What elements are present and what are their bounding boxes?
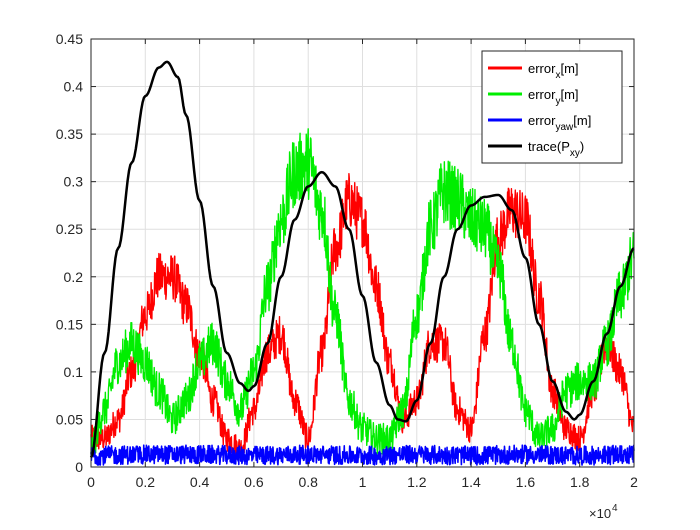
- x-tick-label: 0.2: [136, 474, 156, 490]
- legend-label-subscript: x: [555, 70, 560, 81]
- x-exponent-base: ×10: [589, 506, 611, 521]
- legend-label-error-x: errorx[m]: [528, 61, 579, 81]
- y-tick-label: 0.4: [64, 79, 84, 95]
- legend-label-base: error: [528, 113, 556, 128]
- y-tick-label: 0.1: [64, 364, 84, 380]
- y-tick-label: 0.35: [56, 126, 83, 142]
- axis-ticks: 0 0.2 0.4 0.6 0.8 1 1.2 1.4 1.6 1.8 2 0 0.05 0.1 0.15 0…: [56, 31, 638, 490]
- series-line-trace-pxy: [89, 60, 635, 459]
- x-tick-label: 2: [630, 474, 638, 490]
- series-line-error-x: [90, 172, 635, 461]
- legend-label-suffix: [m]: [560, 61, 578, 76]
- x-axis-exponent-label: ×10 4: [589, 503, 618, 521]
- legend-label-suffix: [m]: [573, 113, 591, 128]
- legend-label-suffix: ): [580, 139, 584, 154]
- y-tick-label: 0.15: [56, 316, 83, 332]
- legend-label-base: error: [528, 87, 556, 102]
- y-tick-label: 0.25: [56, 221, 83, 237]
- x-exponent-power: 4: [612, 503, 618, 514]
- legend: errorx[m]errory[m]erroryaw[m]trace(Pxy): [481, 50, 623, 164]
- series-line-error-y: [90, 128, 635, 455]
- legend-box: [481, 50, 623, 164]
- x-tick-label: 0.8: [298, 474, 318, 490]
- x-tick-label: 1.2: [407, 474, 427, 490]
- y-tick-label: 0.2: [64, 269, 84, 285]
- x-tick-label: 0.4: [190, 474, 210, 490]
- legend-entry-error-yaw: erroryaw[m]: [488, 113, 591, 133]
- legend-entry-error-x: errorx[m]: [488, 61, 579, 81]
- y-tick-label: 0.3: [64, 174, 84, 190]
- x-tick-label: 0: [87, 474, 95, 490]
- legend-label-subscript: yaw: [555, 122, 574, 133]
- legend-label-base: error: [528, 61, 556, 76]
- legend-entry-trace-pxy: trace(Pxy): [488, 139, 584, 159]
- legend-label-trace-pxy: trace(Pxy): [528, 139, 584, 159]
- y-tick-label: 0: [75, 459, 83, 475]
- x-tick-label: 1.4: [461, 474, 481, 490]
- legend-entry-error-y: errory[m]: [488, 87, 579, 107]
- legend-label-error-y: errory[m]: [528, 87, 579, 107]
- x-tick-label: 0.6: [244, 474, 264, 490]
- x-tick-label: 1: [359, 474, 367, 490]
- legend-label-base: trace(P: [528, 139, 570, 154]
- legend-label-subscript: xy: [570, 148, 580, 159]
- x-tick-label: 1.6: [516, 474, 536, 490]
- legend-label-error-yaw: erroryaw[m]: [528, 113, 591, 133]
- y-tick-label: 0.45: [56, 31, 83, 47]
- legend-label-suffix: [m]: [560, 87, 578, 102]
- y-tick-label: 0.05: [56, 411, 83, 427]
- x-tick-label: 1.8: [570, 474, 590, 490]
- legend-label-subscript: y: [555, 96, 560, 107]
